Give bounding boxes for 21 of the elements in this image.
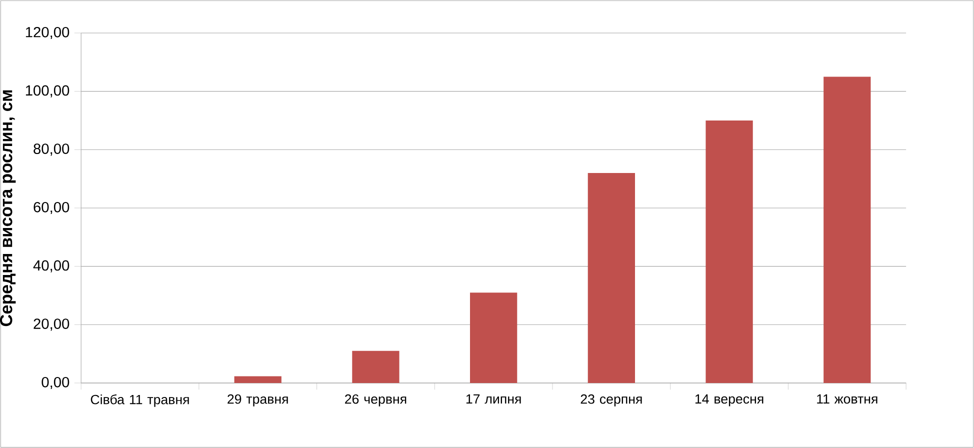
bar	[352, 350, 400, 383]
bar	[588, 172, 636, 383]
y-tick-label: 80,00	[34, 144, 70, 156]
y-axis-title: Середня висота рослин, см	[0, 90, 16, 326]
x-tick-label: 26 червня	[345, 394, 406, 406]
y-tick-label: 40,00	[33, 260, 70, 272]
bar	[470, 292, 518, 383]
y-tick-label: 0,00	[42, 376, 70, 390]
x-tick-label: 14 вересня	[695, 394, 764, 406]
bar	[706, 120, 753, 383]
x-tick-label: Сівба 11 травня	[90, 394, 189, 407]
y-tick-label: 20,00	[34, 318, 70, 331]
x-tick-label: 17 липня	[466, 394, 521, 404]
y-tick-label: 60,00	[34, 202, 70, 214]
x-tick-label: 29 травня	[228, 394, 288, 406]
bar	[824, 76, 871, 383]
x-tick-label: 11 жовтня	[817, 394, 878, 404]
bar	[234, 376, 282, 383]
y-tick-label: 100,00	[26, 85, 70, 98]
y-tick-label: 120,00	[26, 26, 70, 40]
x-tick-label: 23 серпня	[580, 394, 642, 406]
